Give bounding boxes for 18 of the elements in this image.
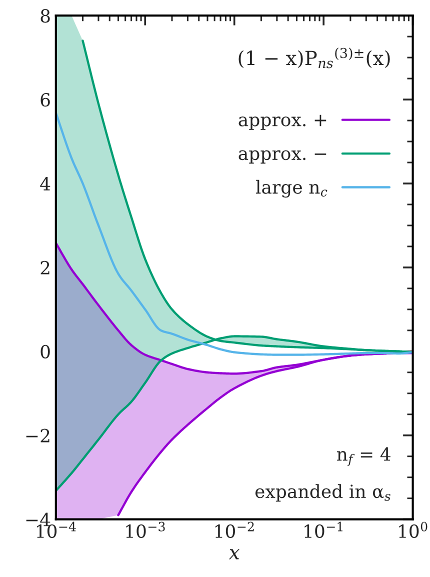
y-tick-label: 2 bbox=[40, 260, 50, 274]
y-tick-label: −2 bbox=[26, 428, 50, 442]
x-tick-label: 10$^{−1}$ bbox=[304, 522, 342, 538]
y-tick-label: 6 bbox=[40, 92, 50, 107]
annotation: (1 − x)P$_{ns}$$^{(3)±}$(x) bbox=[238, 48, 390, 68]
legend-label: approx. − bbox=[238, 150, 326, 164]
legend-label: approx. + bbox=[238, 114, 326, 130]
y-tick-label: 4 bbox=[40, 176, 50, 190]
x-tick-label: 10$^{−2}$ bbox=[215, 522, 254, 538]
y-tick-label: 8 bbox=[40, 9, 50, 23]
legend-label: large n$_{c}$ bbox=[256, 180, 328, 198]
x-tick-label: 10$^{−3}$ bbox=[126, 522, 165, 538]
y-tick-label: −4 bbox=[26, 512, 50, 526]
annotation: n$_{f}$ = 4 bbox=[336, 447, 390, 466]
y-tick-label: 0 bbox=[40, 344, 50, 359]
x-axis-title: x bbox=[228, 549, 240, 560]
x-tick-label: 10$^{0}$ bbox=[399, 522, 428, 538]
annotation: expanded in α$_{s}$ bbox=[255, 484, 390, 502]
